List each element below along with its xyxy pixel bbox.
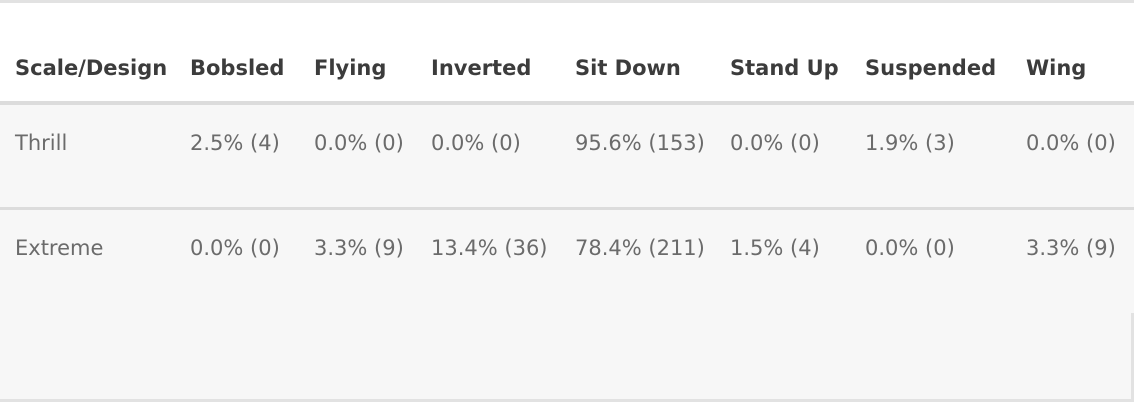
column-header-inverted: Inverted bbox=[423, 3, 567, 105]
table-cell: 78.4% (211) bbox=[575, 235, 705, 260]
table-cell: 13.4% (36) bbox=[431, 235, 548, 260]
column-header-bobsled: Bobsled bbox=[182, 3, 306, 105]
table-cell: 2.5% (4) bbox=[182, 103, 306, 210]
table-cell: 1.5% (4) bbox=[730, 235, 820, 260]
table-cell: 0.0% (0) bbox=[722, 103, 857, 210]
column-header-sit-down: Sit Down bbox=[567, 3, 722, 105]
table-cell: 0.0% (0) bbox=[865, 235, 955, 260]
coaster-design-table: Scale/Design Bobsled Flying Inverted Sit… bbox=[0, 3, 1134, 313]
table-cell: 0.0% (0) bbox=[1018, 103, 1134, 210]
table-cell-scale: Extreme bbox=[15, 235, 104, 260]
table-cell: 0.0% (0) bbox=[190, 235, 280, 260]
table-cell: 0.0% (0) bbox=[423, 103, 567, 210]
column-header-wing: Wing bbox=[1018, 3, 1134, 105]
table-cell: 1.9% (3) bbox=[857, 103, 1018, 210]
table-row: Thrill 2.5% (4) 0.0% (0) 0.0% (0) 95.6% … bbox=[0, 103, 1134, 210]
table-header-row: Scale/Design Bobsled Flying Inverted Sit… bbox=[0, 3, 1134, 105]
column-header-scale-design: Scale/Design bbox=[0, 3, 182, 105]
column-header-flying: Flying bbox=[306, 3, 423, 105]
table-cell: 95.6% (153) bbox=[567, 103, 722, 210]
table-cell: 3.3% (9) bbox=[314, 235, 404, 260]
table-cell: 3.3% (9) bbox=[1026, 235, 1116, 260]
table-row: Extreme 0.0% (0) 3.3% (9) 13.4% (36) 78.… bbox=[0, 208, 1134, 313]
table-cell-scale: Thrill bbox=[0, 103, 182, 210]
table-cell: 0.0% (0) bbox=[306, 103, 423, 210]
column-header-suspended: Suspended bbox=[857, 3, 1018, 105]
column-header-stand-up: Stand Up bbox=[722, 3, 857, 105]
